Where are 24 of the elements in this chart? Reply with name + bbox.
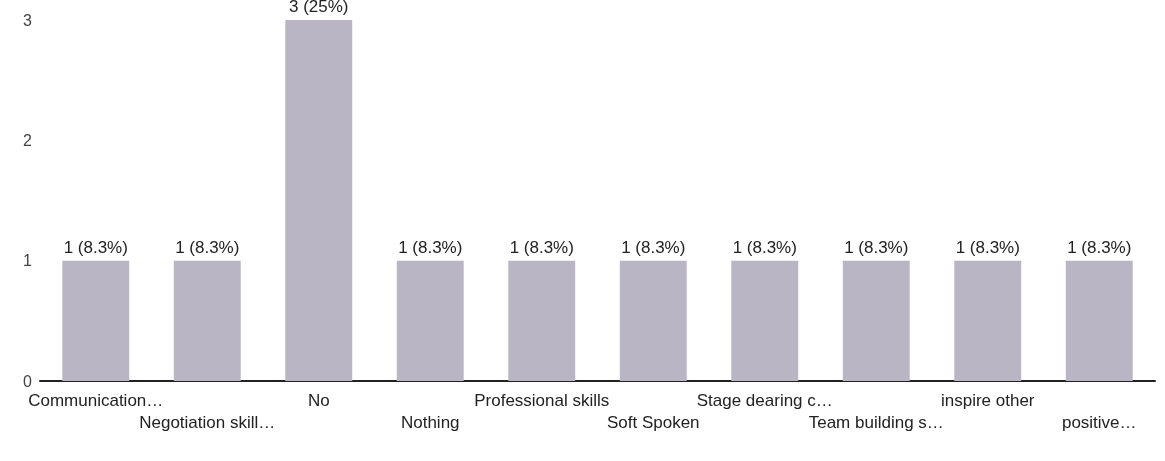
data-label: 1 (8.3%) — [63, 237, 128, 257]
x-tick-label: inspire other — [940, 390, 1035, 410]
y-tick-label: 1 — [23, 252, 33, 270]
data-label: 1 (8.3%) — [398, 237, 463, 257]
y-tick-label: 2 — [23, 131, 33, 149]
data-label: 1 (8.3%) — [732, 237, 797, 257]
x-tick-label: No — [307, 390, 330, 410]
x-tick-label: Negotiation skill… — [139, 412, 276, 432]
data-label: 1 (8.3%) — [1067, 237, 1132, 257]
x-tick-label: positive… — [1061, 412, 1137, 432]
y-tick-label: 3 — [23, 11, 33, 29]
x-tick-label: Soft Spoken — [606, 412, 700, 432]
data-label: 1 (8.3%) — [175, 237, 240, 257]
data-label: 1 (8.3%) — [955, 237, 1020, 257]
x-tick-label: Communication… — [28, 390, 164, 410]
x-tick-label: Team building s… — [808, 412, 944, 432]
data-label: 3 (25%) — [288, 0, 349, 16]
data-label: 1 (8.3%) — [509, 237, 574, 257]
x-tick-label: Stage dearing c… — [696, 390, 833, 410]
data-label: 1 (8.3%) — [844, 237, 909, 257]
data-label: 1 (8.3%) — [621, 237, 686, 257]
x-tick-label: Nothing — [400, 412, 460, 432]
y-tick-label: 0 — [23, 372, 33, 390]
x-tick-label: Professional skills — [474, 390, 610, 410]
